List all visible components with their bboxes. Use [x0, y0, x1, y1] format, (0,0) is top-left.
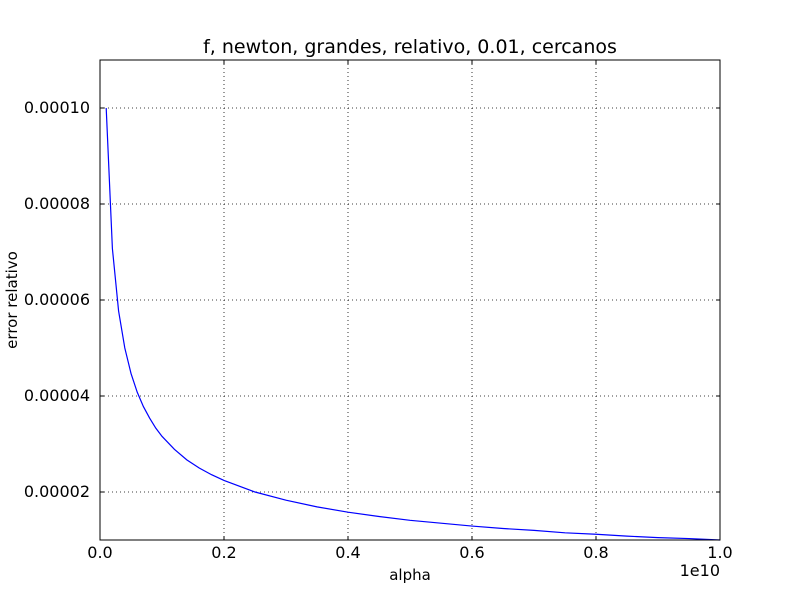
x-tick-label: 0.0	[87, 543, 112, 562]
grid-lines	[100, 60, 720, 540]
x-tick-label: 0.8	[583, 543, 608, 562]
x-tick-label: 0.4	[335, 543, 360, 562]
tick-labels: 0.0 0.2 0.4 0.6 0.8 1.0 0.00002 0.00004 0.00006 0…	[24, 98, 733, 562]
y-tick-label: 0.00006	[24, 290, 90, 309]
y-tick-label: 0.00010	[24, 98, 90, 117]
y-tick-label: 0.00008	[24, 194, 90, 213]
y-tick-label: 0.00004	[24, 386, 90, 405]
x-axis-offset-label: 1e10	[680, 561, 720, 580]
y-axis-label: error relativo	[3, 251, 21, 349]
x-axis-label: alpha	[389, 566, 431, 584]
x-tick-label: 0.2	[211, 543, 236, 562]
chart-title: f, newton, grandes, relativo, 0.01, cerc…	[203, 36, 617, 58]
tick-marks	[99, 60, 721, 540]
series-layer	[105, 107, 721, 541]
series-line	[105, 107, 721, 541]
x-tick-label: 1.0	[707, 543, 732, 562]
y-tick-label: 0.00002	[24, 482, 90, 501]
x-tick-label: 0.6	[459, 543, 484, 562]
